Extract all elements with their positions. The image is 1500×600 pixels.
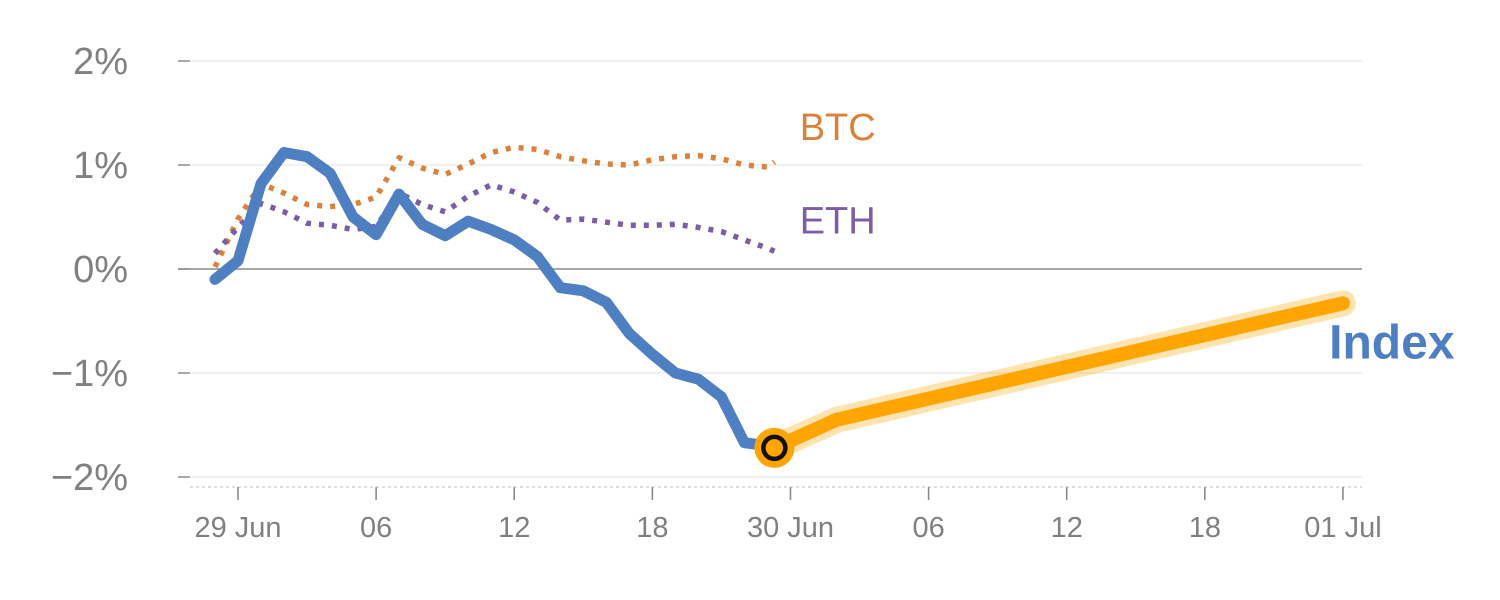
series-eth-line (212, 182, 776, 256)
x-tick-label: 29 Jun (194, 512, 281, 544)
label-eth: ETH (800, 201, 876, 243)
x-tick-label: 30 Jun (747, 512, 834, 544)
y-tick-label: 0% (73, 249, 128, 291)
series-index-line (209, 147, 780, 454)
x-tick-label: 01 Jul (1304, 512, 1381, 544)
grid (178, 60, 1362, 478)
series-forecast-line (767, 296, 1350, 455)
axes: 2% 1% 0% −1% −2% 29 Jun 06 12 18 30 Jun 06 12 18 01 J… (51, 41, 1382, 544)
x-tick-label: 18 (1189, 512, 1221, 544)
y-tick-label: −1% (51, 353, 128, 395)
x-tick-label: 12 (1051, 512, 1083, 544)
series (209, 144, 1356, 468)
x-tick-label: 06 (360, 512, 392, 544)
marker-halo (754, 427, 795, 468)
marker-point (761, 434, 788, 462)
series-labels: BTC ETH Index (800, 107, 1455, 369)
y-tick-label: −2% (51, 457, 128, 499)
y-tick-label: 1% (73, 145, 128, 187)
label-index: Index (1329, 316, 1455, 369)
x-tick-label: 12 (498, 512, 530, 544)
x-tick-label: 18 (636, 512, 668, 544)
x-tick-label: 06 (912, 512, 944, 544)
y-tick-label: 2% (73, 41, 128, 83)
label-btc: BTC (800, 107, 876, 149)
